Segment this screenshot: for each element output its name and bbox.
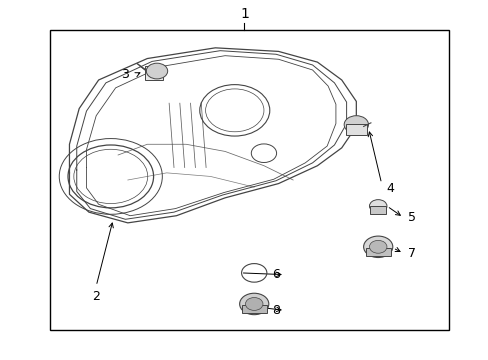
Text: 4: 4 [386, 183, 393, 195]
Text: 3: 3 [121, 68, 129, 81]
Text: 6: 6 [272, 268, 280, 281]
Circle shape [363, 236, 392, 257]
Bar [370, 206, 385, 214]
Circle shape [146, 63, 167, 79]
Circle shape [344, 116, 368, 134]
Bar [144, 66, 163, 80]
Text: 2: 2 [92, 289, 100, 303]
Circle shape [369, 240, 386, 253]
Text: 8: 8 [271, 304, 280, 317]
Bar [50, 30, 448, 330]
Text: 7: 7 [407, 247, 415, 260]
Bar [241, 305, 266, 312]
Circle shape [369, 200, 386, 212]
Circle shape [245, 297, 263, 310]
Bar [365, 248, 390, 256]
Circle shape [239, 293, 268, 315]
Text: 1: 1 [240, 7, 248, 21]
Bar [345, 124, 366, 135]
Text: 5: 5 [407, 211, 415, 224]
